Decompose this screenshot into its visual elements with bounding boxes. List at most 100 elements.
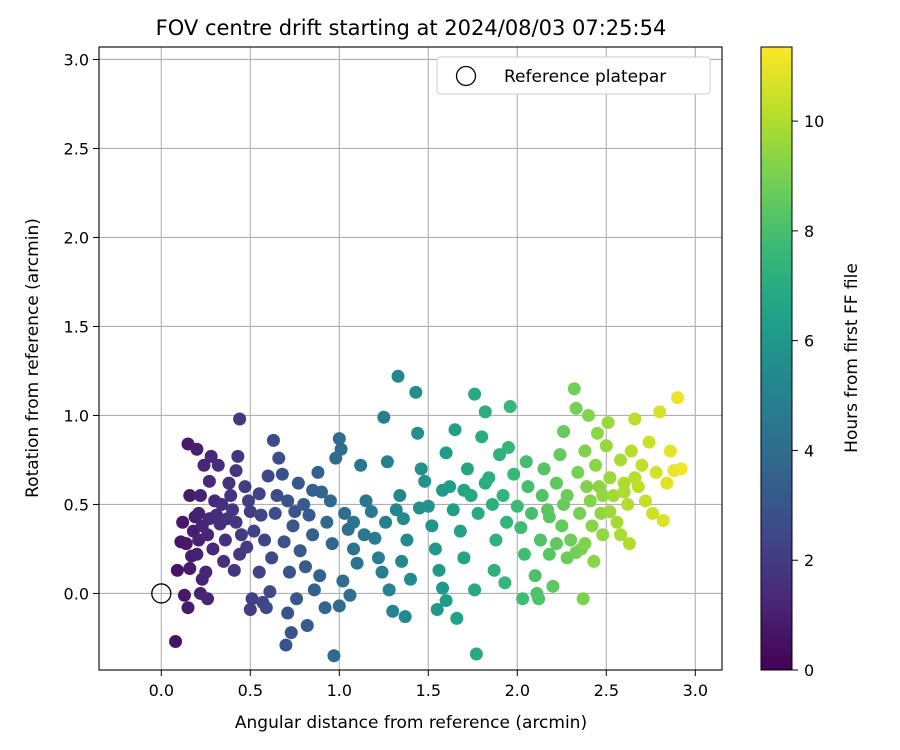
data-point bbox=[234, 528, 248, 542]
data-point bbox=[546, 579, 560, 593]
data-point bbox=[532, 592, 546, 606]
colorbar-tick-label: 8 bbox=[804, 222, 814, 241]
data-point bbox=[282, 565, 296, 579]
data-point bbox=[564, 533, 578, 547]
grid-lines bbox=[99, 47, 722, 670]
data-point bbox=[596, 489, 610, 503]
data-point bbox=[430, 602, 444, 616]
x-tick-label: 1.0 bbox=[327, 681, 352, 700]
data-point bbox=[190, 547, 204, 561]
data-point bbox=[603, 471, 617, 485]
data-point bbox=[176, 515, 190, 529]
data-point bbox=[507, 467, 521, 481]
data-point bbox=[347, 515, 361, 529]
legend-label: Reference platepar bbox=[504, 67, 666, 87]
data-point bbox=[197, 458, 211, 472]
data-point bbox=[671, 391, 684, 405]
legend-box bbox=[436, 56, 711, 95]
data-point bbox=[468, 387, 482, 401]
data-point bbox=[359, 494, 373, 508]
data-point bbox=[421, 499, 435, 513]
data-point bbox=[170, 563, 184, 577]
data-point bbox=[379, 515, 393, 529]
data-point bbox=[204, 449, 218, 463]
data-point bbox=[313, 569, 327, 583]
y-tick-label: 2.0 bbox=[64, 228, 89, 247]
data-point bbox=[291, 476, 305, 490]
data-point bbox=[569, 401, 583, 415]
data-point bbox=[357, 528, 371, 542]
data-point bbox=[578, 537, 592, 551]
data-point bbox=[585, 519, 599, 533]
data-point bbox=[233, 412, 247, 426]
data-point bbox=[582, 408, 595, 422]
data-point bbox=[457, 551, 471, 565]
x-tick-label: 1.5 bbox=[416, 681, 441, 700]
x-tick-label: 0.0 bbox=[149, 681, 174, 700]
data-point bbox=[674, 462, 688, 476]
data-point bbox=[350, 556, 364, 570]
data-point bbox=[281, 494, 295, 508]
data-point bbox=[297, 497, 311, 511]
reference-marker bbox=[151, 583, 172, 604]
data-point bbox=[621, 497, 635, 511]
y-tick-label: 1.0 bbox=[64, 406, 89, 425]
data-point bbox=[571, 465, 585, 479]
data-point bbox=[217, 554, 231, 568]
x-tick-label: 2.5 bbox=[594, 681, 619, 700]
data-point bbox=[411, 426, 425, 440]
data-point bbox=[580, 480, 594, 494]
data-point bbox=[560, 489, 574, 503]
data-point bbox=[332, 432, 346, 446]
data-point bbox=[218, 533, 232, 547]
data-point bbox=[364, 505, 378, 519]
data-point bbox=[439, 594, 453, 608]
y-tick-label: 1.5 bbox=[64, 317, 89, 336]
data-point bbox=[631, 480, 645, 494]
data-point bbox=[277, 535, 291, 549]
data-point bbox=[646, 506, 660, 520]
data-point bbox=[307, 583, 321, 597]
y-tick-label: 3.0 bbox=[64, 50, 89, 69]
data-point bbox=[371, 551, 385, 565]
data-point bbox=[181, 601, 195, 615]
data-point bbox=[268, 506, 282, 520]
y-axis-ticks: 0.0 0.5 1.0 1.5 2.0 2.5 3.0 bbox=[64, 50, 99, 603]
data-point bbox=[610, 515, 624, 529]
data-point bbox=[500, 515, 514, 529]
data-point bbox=[293, 544, 307, 558]
data-point bbox=[179, 537, 193, 551]
data-point bbox=[404, 572, 417, 586]
data-point bbox=[320, 515, 334, 529]
data-point bbox=[395, 554, 409, 568]
data-point bbox=[380, 455, 394, 469]
data-point bbox=[190, 442, 204, 456]
data-point bbox=[201, 592, 215, 606]
reference-point bbox=[151, 583, 172, 604]
data-point bbox=[265, 551, 279, 565]
data-point bbox=[537, 462, 551, 476]
data-point bbox=[443, 480, 457, 494]
data-point bbox=[183, 489, 197, 503]
data-point bbox=[567, 382, 581, 396]
data-point bbox=[368, 531, 382, 545]
data-point bbox=[254, 508, 268, 522]
data-point bbox=[514, 521, 528, 535]
data-point bbox=[498, 576, 512, 590]
data-point bbox=[315, 485, 328, 499]
data-point bbox=[418, 474, 432, 488]
data-point bbox=[288, 505, 302, 519]
data-point bbox=[471, 506, 485, 520]
data-point bbox=[663, 444, 677, 458]
data-point bbox=[614, 528, 628, 542]
data-point bbox=[496, 489, 510, 503]
data-point bbox=[199, 565, 213, 579]
data-point bbox=[211, 458, 225, 472]
colorbar-ticks: 0 2 4 6 8 10 bbox=[792, 112, 824, 680]
data-point bbox=[578, 444, 592, 458]
data-point bbox=[193, 489, 207, 503]
data-point bbox=[469, 647, 483, 661]
data-point bbox=[549, 537, 563, 551]
data-point bbox=[653, 405, 667, 419]
data-point bbox=[396, 512, 410, 526]
